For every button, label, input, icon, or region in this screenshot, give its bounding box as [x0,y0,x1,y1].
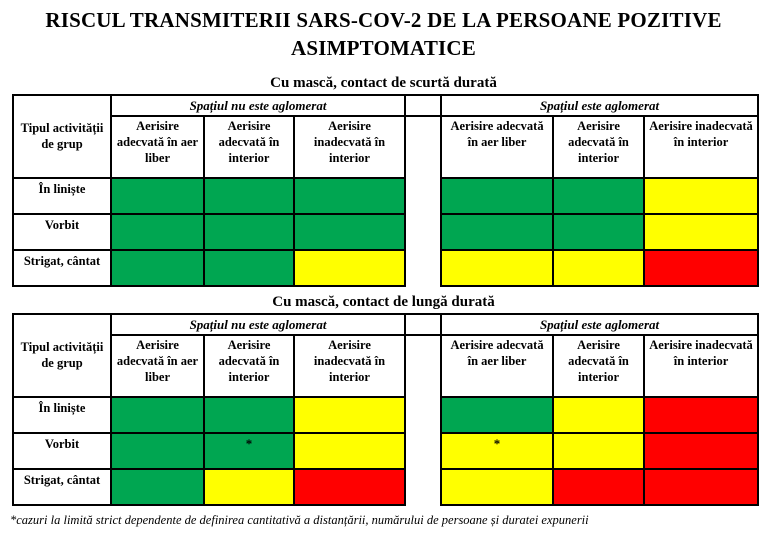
table-header: Tipul activității de grup Spațiul nu est… [12,313,760,399]
spacer-cell [404,397,443,434]
subheader-indoor-inadequate: Aerisire inadecvată în interior [292,115,407,180]
table-row: În liniște [12,177,760,216]
table-header: Tipul activității de grup Spațiul nu est… [12,94,760,180]
corner-header: Tipul activității de grup [12,313,112,399]
risk-cell-green [552,213,646,252]
group-header-not-crowded: Spațiul nu este aglomerat [109,94,407,118]
row-label: Vorbit [12,432,112,471]
risk-cell-green [110,177,205,216]
subheader-outdoor-adequate: Aerisire adecvată în aer liber [440,334,555,399]
risk-table-long-contact: Tipul activității de grup Spațiul nu est… [12,313,760,507]
table-title-short-contact: Cu mască, contact de scurtă durată [270,75,497,92]
risk-cell-red [643,468,760,507]
table-body: În liniște Vorbit Strigat, cântat [12,177,760,288]
risk-cell-green [110,432,205,471]
spacer-cell [404,313,443,337]
risk-cell-yellow: * [440,432,555,471]
section-short-contact: Cu mască, contact de scurtă durată Tipul… [10,75,760,288]
risk-cell-yellow [643,177,760,216]
risk-cell-red [643,396,760,435]
subheader-indoor-inadequate: Aerisire inadecvată în interior [643,334,760,399]
spacer-cell [404,335,443,398]
subheader-indoor-adequate: Aerisire adecvată în interior [552,334,646,399]
risk-cell-green [203,213,295,252]
spacer-cell [404,469,443,506]
risk-cell-yellow [440,249,555,288]
risk-cell-yellow [203,468,295,507]
footnote: *cazuri la limită strict dependente de d… [10,513,589,528]
subheader-indoor-adequate: Aerisire adecvată în interior [552,115,646,180]
table-row: În liniște [12,396,760,435]
section-long-contact: Cu mască, contact de lungă durată Tipul … [10,294,760,507]
risk-cell-red [643,432,760,471]
risk-cell-yellow [440,468,555,507]
risk-cell-green [440,213,555,252]
row-label: Strigat, cântat [12,468,112,507]
spacer-cell [404,116,443,179]
risk-cell-green [292,177,407,216]
risk-cell-yellow [292,249,407,288]
page-title: RISCUL TRANSMITERII SARS-COV-2 DE LA PER… [45,8,722,60]
risk-cell-green [110,249,205,288]
corner-header: Tipul activității de grup [12,94,112,180]
table-row: Strigat, cântat [12,468,760,507]
row-label: Vorbit [12,213,112,252]
table-row: Strigat, cântat [12,249,760,288]
risk-cell-yellow [292,432,407,471]
risk-cell-green [110,468,205,507]
group-header-not-crowded: Spațiul nu este aglomerat [109,313,407,337]
risk-cell-green [552,177,646,216]
risk-cell-yellow [292,396,407,435]
spacer-cell [404,178,443,215]
spacer-cell [404,94,443,118]
risk-cell-green [203,249,295,288]
subheader-indoor-adequate: Aerisire adecvată în interior [203,334,295,399]
subheader-indoor-inadequate: Aerisire inadecvată în interior [292,334,407,399]
risk-cell-yellow [643,213,760,252]
spacer-cell [404,214,443,251]
group-header-crowded: Spațiul este aglomerat [440,94,760,118]
risk-cell-green [203,177,295,216]
row-label: În liniște [12,396,112,435]
subheader-outdoor-adequate: Aerisire adecvată în aer liber [110,334,205,399]
table-body: În liniște Vorbit * * Strigat, cântat [12,396,760,507]
risk-table-short-contact: Tipul activității de grup Spațiul nu est… [12,94,760,288]
subheader-indoor-inadequate: Aerisire inadecvată în interior [643,115,760,180]
subheader-outdoor-adequate: Aerisire adecvată în aer liber [440,115,555,180]
row-label: Strigat, cântat [12,249,112,288]
risk-cell-green [110,396,205,435]
subheader-outdoor-adequate: Aerisire adecvată în aer liber [110,115,205,180]
risk-cell-yellow [552,396,646,435]
group-header-crowded: Spațiul este aglomerat [440,313,760,337]
table-title-long-contact: Cu mască, contact de lungă durată [272,294,495,311]
risk-cell-red [292,468,407,507]
table-row: Vorbit [12,213,760,252]
risk-cell-green [110,213,205,252]
spacer-cell [404,433,443,470]
risk-cell-green [440,177,555,216]
spacer-cell [404,250,443,287]
risk-cell-red [552,468,646,507]
risk-cell-green: * [203,432,295,471]
risk-cell-yellow [552,249,646,288]
row-label: În liniște [12,177,112,216]
risk-cell-green [203,396,295,435]
subheader-indoor-adequate: Aerisire adecvată în interior [203,115,295,180]
risk-cell-green [292,213,407,252]
table-row: Vorbit * * [12,432,760,471]
risk-cell-red [643,249,760,288]
risk-cell-green [440,396,555,435]
risk-cell-yellow [552,432,646,471]
